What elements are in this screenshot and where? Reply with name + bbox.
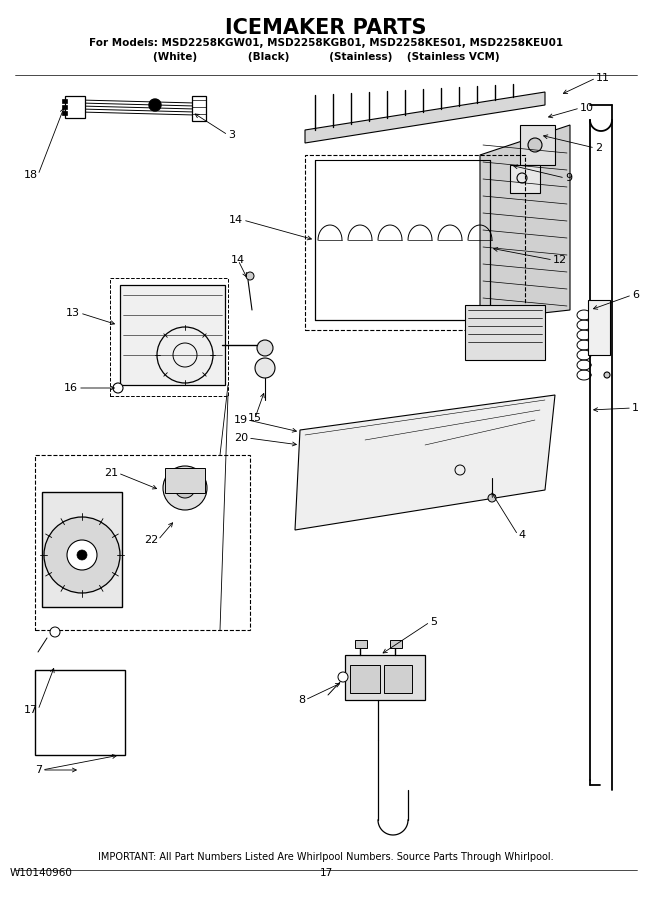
Circle shape bbox=[149, 99, 161, 111]
Bar bbox=[65, 96, 85, 118]
Text: 20: 20 bbox=[234, 433, 248, 443]
Circle shape bbox=[257, 340, 273, 356]
Text: W10140960: W10140960 bbox=[10, 868, 73, 878]
Text: 14: 14 bbox=[229, 215, 243, 225]
Polygon shape bbox=[305, 92, 545, 143]
Bar bbox=[165, 468, 205, 493]
Text: 13: 13 bbox=[66, 308, 80, 318]
Circle shape bbox=[113, 383, 123, 393]
Text: 18: 18 bbox=[24, 170, 38, 180]
Bar bbox=[390, 640, 402, 648]
Circle shape bbox=[77, 550, 87, 560]
Polygon shape bbox=[295, 395, 555, 530]
Circle shape bbox=[604, 372, 610, 378]
Text: 19: 19 bbox=[234, 415, 248, 425]
Bar bbox=[35, 670, 125, 755]
Text: (White)              (Black)           (Stainless)    (Stainless VCM): (White) (Black) (Stainless) (Stainless V… bbox=[153, 52, 499, 62]
Circle shape bbox=[163, 466, 207, 510]
Bar bbox=[110, 278, 228, 396]
Circle shape bbox=[255, 358, 275, 378]
Text: ICEMAKER PARTS: ICEMAKER PARTS bbox=[225, 18, 427, 38]
Polygon shape bbox=[480, 125, 570, 320]
Circle shape bbox=[528, 138, 542, 152]
Bar bbox=[62, 105, 67, 109]
Text: 9: 9 bbox=[565, 173, 572, 183]
Circle shape bbox=[44, 517, 120, 593]
Bar bbox=[510, 165, 540, 193]
Bar bbox=[350, 665, 380, 693]
Circle shape bbox=[67, 540, 97, 570]
Text: 10: 10 bbox=[580, 103, 594, 113]
Text: 17: 17 bbox=[319, 868, 333, 878]
Bar bbox=[588, 300, 610, 355]
Bar bbox=[520, 125, 555, 165]
Bar bbox=[62, 111, 67, 115]
Bar bbox=[35, 455, 250, 630]
Bar bbox=[62, 99, 67, 103]
Bar bbox=[42, 492, 122, 607]
Text: 2: 2 bbox=[595, 143, 602, 153]
Text: For Models: MSD2258KGW01, MSD2258KGB01, MSD2258KES01, MSD2258KEU01: For Models: MSD2258KGW01, MSD2258KGB01, … bbox=[89, 38, 563, 48]
Bar bbox=[120, 285, 225, 385]
Text: 17: 17 bbox=[24, 705, 38, 715]
Circle shape bbox=[338, 672, 348, 682]
Circle shape bbox=[246, 272, 254, 280]
Text: 6: 6 bbox=[632, 290, 639, 300]
Circle shape bbox=[175, 478, 195, 498]
Text: 1: 1 bbox=[632, 403, 639, 413]
Text: 15: 15 bbox=[248, 413, 262, 423]
Bar bbox=[345, 655, 425, 700]
Text: IMPORTANT: All Part Numbers Listed Are Whirlpool Numbers. Source Parts Through W: IMPORTANT: All Part Numbers Listed Are W… bbox=[98, 852, 554, 862]
Bar bbox=[465, 305, 545, 360]
Text: 22: 22 bbox=[143, 535, 158, 545]
Bar bbox=[384, 665, 412, 693]
Text: 11: 11 bbox=[596, 73, 610, 83]
Text: 5: 5 bbox=[430, 617, 437, 627]
Text: 7: 7 bbox=[35, 765, 42, 775]
Circle shape bbox=[50, 627, 60, 637]
Text: 3: 3 bbox=[228, 130, 235, 140]
Text: 4: 4 bbox=[518, 530, 525, 540]
Bar bbox=[305, 155, 525, 330]
Bar bbox=[355, 640, 367, 648]
Text: 8: 8 bbox=[298, 695, 305, 705]
Bar bbox=[192, 96, 206, 121]
Text: 16: 16 bbox=[64, 383, 78, 393]
Text: 21: 21 bbox=[104, 468, 118, 478]
Circle shape bbox=[488, 494, 496, 502]
Text: 14: 14 bbox=[231, 255, 245, 265]
Text: 12: 12 bbox=[553, 255, 567, 265]
